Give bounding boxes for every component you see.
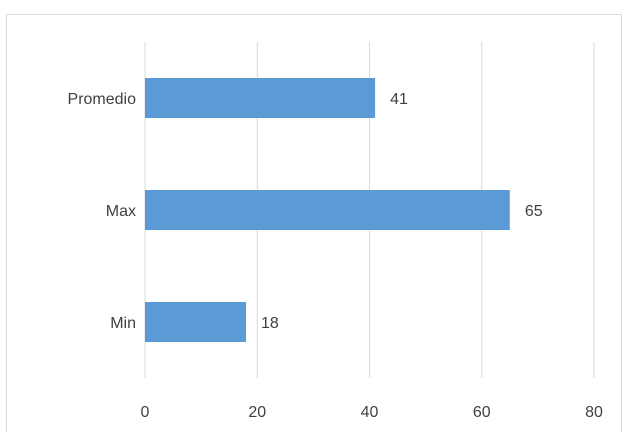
x-tick-label: 40 bbox=[361, 404, 379, 421]
data-label: 65 bbox=[525, 203, 543, 220]
x-tick-label: 80 bbox=[585, 404, 603, 421]
bar-min bbox=[145, 302, 247, 342]
labels: 0 20 40 60 80 Promedio 41 Max 65 Min 18 bbox=[68, 91, 603, 421]
y-category-label: Max bbox=[106, 203, 136, 220]
y-category-label: Promedio bbox=[68, 91, 137, 108]
bars bbox=[145, 78, 510, 342]
data-label: 41 bbox=[390, 91, 408, 108]
bar-promedio bbox=[145, 78, 376, 118]
x-tick-label: 20 bbox=[248, 404, 266, 421]
data-label: 18 bbox=[261, 315, 279, 332]
y-category-label: Min bbox=[110, 315, 136, 332]
bar-max bbox=[145, 190, 510, 230]
x-tick-label: 0 bbox=[141, 404, 150, 421]
x-tick-label: 60 bbox=[473, 404, 491, 421]
